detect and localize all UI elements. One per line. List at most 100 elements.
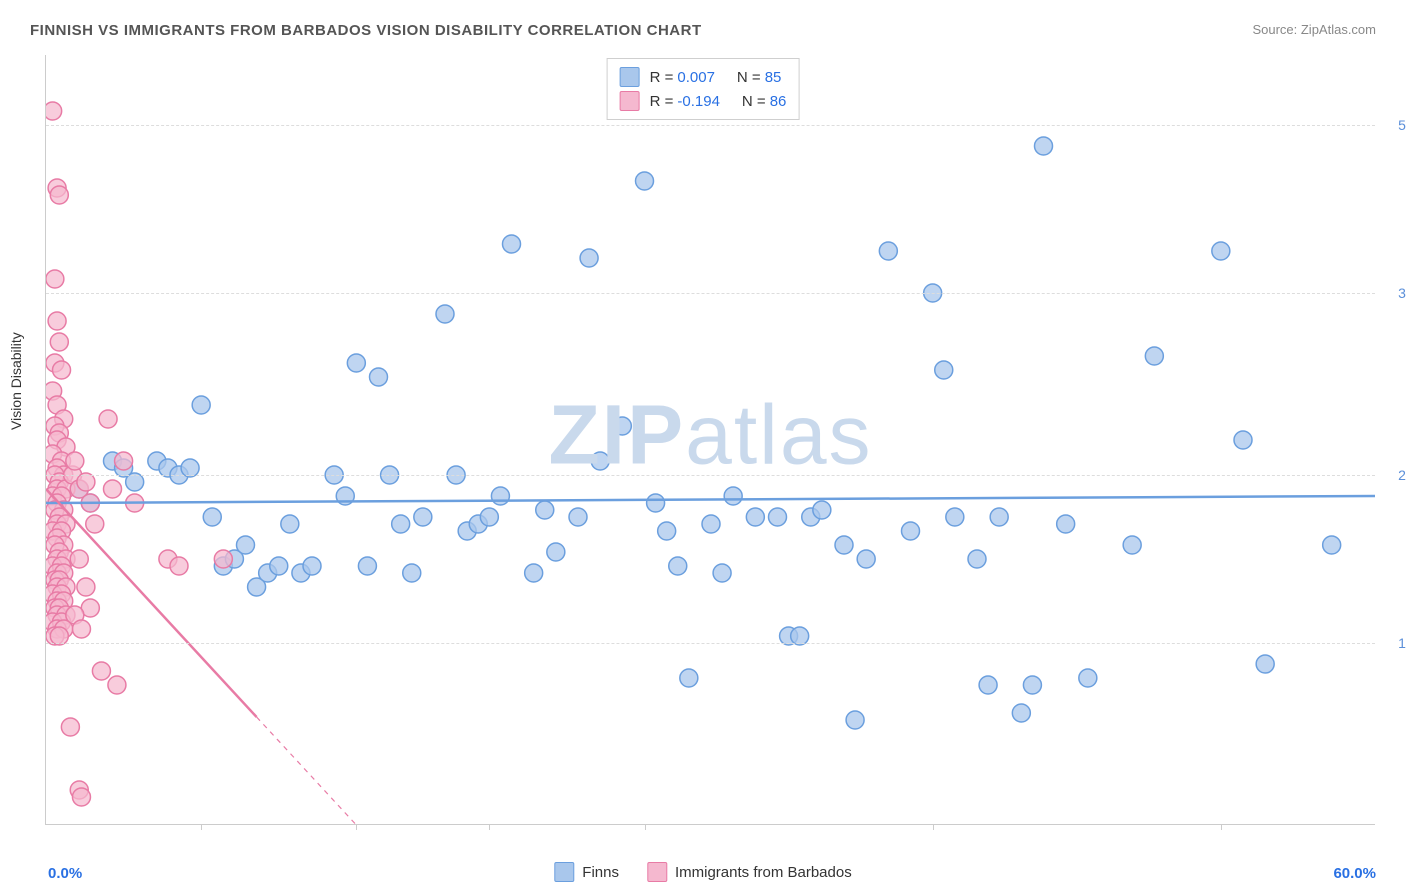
legend-stats: R =0.007 N =85 R =-0.194N =86 — [607, 58, 800, 120]
x-tick-mark — [933, 824, 934, 830]
data-point — [203, 508, 221, 526]
data-point — [946, 508, 964, 526]
data-point — [902, 522, 920, 540]
source-attribution: Source: ZipAtlas.com — [1252, 22, 1376, 37]
legend-series-label: Finns — [582, 864, 619, 881]
data-point — [61, 718, 79, 736]
x-axis-max-label: 60.0% — [1333, 865, 1376, 882]
data-point — [1323, 536, 1341, 554]
data-point — [392, 515, 410, 533]
data-point — [270, 557, 288, 575]
data-point — [547, 543, 565, 561]
data-point — [979, 676, 997, 694]
data-point — [1079, 669, 1097, 687]
data-point — [1145, 347, 1163, 365]
data-point — [480, 508, 498, 526]
data-point — [48, 312, 66, 330]
data-point — [846, 711, 864, 729]
data-point — [414, 508, 432, 526]
x-axis-min-label: 0.0% — [48, 865, 82, 882]
data-point — [403, 564, 421, 582]
data-point — [53, 361, 71, 379]
legend-swatch — [554, 862, 574, 882]
legend-n-label: N =85 — [737, 69, 781, 86]
data-point — [170, 557, 188, 575]
data-point — [658, 522, 676, 540]
chart-title: FINNISH VS IMMIGRANTS FROM BARBADOS VISI… — [30, 22, 702, 39]
y-tick-label: 2.5% — [1380, 467, 1406, 483]
gridline — [46, 643, 1375, 644]
trend-line — [46, 496, 1375, 503]
data-point — [436, 305, 454, 323]
legend-series-label: Immigrants from Barbados — [675, 864, 852, 881]
data-point — [713, 564, 731, 582]
y-tick-label: 1.3% — [1380, 635, 1406, 651]
data-point — [72, 620, 90, 638]
data-point — [769, 508, 787, 526]
data-point — [50, 186, 68, 204]
gridline — [46, 125, 1375, 126]
data-point — [857, 550, 875, 568]
data-point — [990, 508, 1008, 526]
data-point — [72, 788, 90, 806]
data-point — [66, 452, 84, 470]
data-point — [192, 396, 210, 414]
x-tick-mark — [356, 824, 357, 830]
legend-series-item: Finns — [554, 862, 619, 882]
data-point — [879, 242, 897, 260]
data-point — [835, 536, 853, 554]
x-tick-mark — [1221, 824, 1222, 830]
gridline — [46, 475, 1375, 476]
data-point — [1023, 676, 1041, 694]
data-point — [214, 550, 232, 568]
data-point — [636, 172, 654, 190]
x-tick-mark — [645, 824, 646, 830]
data-point — [46, 270, 64, 288]
data-point — [92, 662, 110, 680]
legend-n-label: N =86 — [742, 93, 786, 110]
plot-area: ZIPatlas 1.3%2.5%3.8%5.0% — [45, 55, 1375, 825]
trend-line — [46, 489, 257, 717]
data-point — [1012, 704, 1030, 722]
data-point — [935, 361, 953, 379]
legend-series-item: Immigrants from Barbados — [647, 862, 852, 882]
data-point — [724, 487, 742, 505]
legend-stat-row: R =-0.194N =86 — [620, 89, 787, 113]
data-point — [647, 494, 665, 512]
data-point — [70, 550, 88, 568]
legend-swatch — [620, 91, 640, 111]
data-point — [104, 480, 122, 498]
data-point — [591, 452, 609, 470]
data-point — [813, 501, 831, 519]
data-point — [1234, 431, 1252, 449]
legend-r-label: R =0.007 — [650, 69, 715, 86]
data-point — [50, 333, 68, 351]
data-point — [503, 235, 521, 253]
data-point — [1035, 137, 1053, 155]
data-point — [580, 249, 598, 267]
data-point — [115, 452, 133, 470]
data-point — [108, 676, 126, 694]
data-point — [1256, 655, 1274, 673]
legend-swatch — [647, 862, 667, 882]
data-point — [1123, 536, 1141, 554]
data-point — [669, 557, 687, 575]
data-point — [702, 515, 720, 533]
data-point — [237, 536, 255, 554]
data-point — [746, 508, 764, 526]
data-point — [968, 550, 986, 568]
data-point — [569, 508, 587, 526]
data-point — [303, 557, 321, 575]
data-point — [370, 368, 388, 386]
data-point — [536, 501, 554, 519]
data-point — [77, 578, 95, 596]
source-prefix: Source: — [1252, 22, 1300, 37]
gridline — [46, 293, 1375, 294]
data-point — [1057, 515, 1075, 533]
data-point — [347, 354, 365, 372]
source-link[interactable]: ZipAtlas.com — [1301, 22, 1376, 37]
y-tick-label: 5.0% — [1380, 117, 1406, 133]
data-point — [358, 557, 376, 575]
data-point — [46, 102, 62, 120]
data-point — [86, 515, 104, 533]
